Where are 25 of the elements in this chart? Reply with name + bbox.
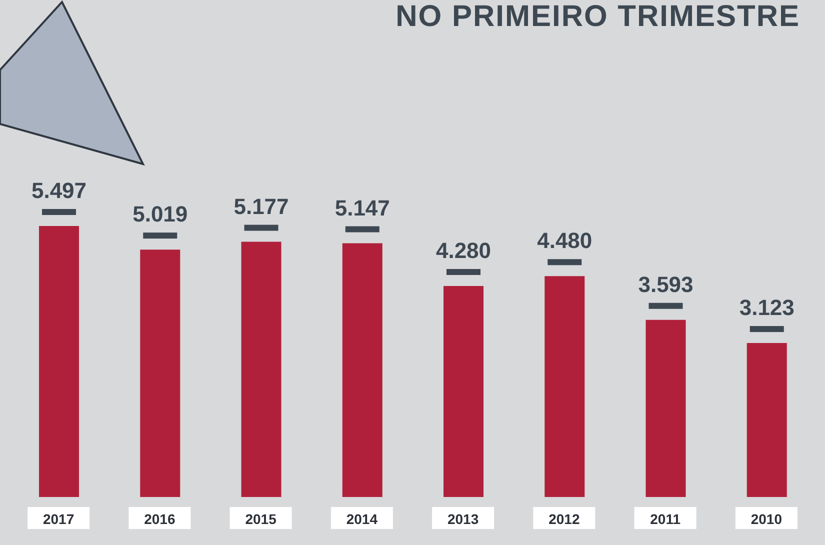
x-tick-label: 2016 [144,511,176,527]
bar [39,226,79,497]
data-label: 5.497 [31,178,87,203]
x-tick-label: 2013 [447,511,479,527]
bar [746,343,787,497]
x-tick-label: 2015 [245,511,277,527]
data-label: 3.123 [739,295,794,320]
bar [646,320,686,497]
bar [444,286,484,497]
bar [140,250,180,497]
x-tick-label: 2010 [750,511,782,527]
x-tick-label: 2012 [548,511,580,527]
chart-title: NO PRIMEIRO TRIMESTRE [394,0,800,34]
data-label: 4.480 [537,228,592,254]
data-label: 5.177 [234,194,289,219]
data-label: 5.019 [132,202,188,227]
data-label: 5.147 [334,195,390,220]
bar [342,243,382,497]
x-tick-label: 2011 [650,511,681,527]
x-tick-label: 2014 [346,511,378,527]
data-label: 4.280 [436,238,492,263]
bar [544,276,585,497]
bar [241,242,282,497]
x-tick-label: 2017 [42,511,74,527]
data-label: 3.593 [638,272,694,297]
